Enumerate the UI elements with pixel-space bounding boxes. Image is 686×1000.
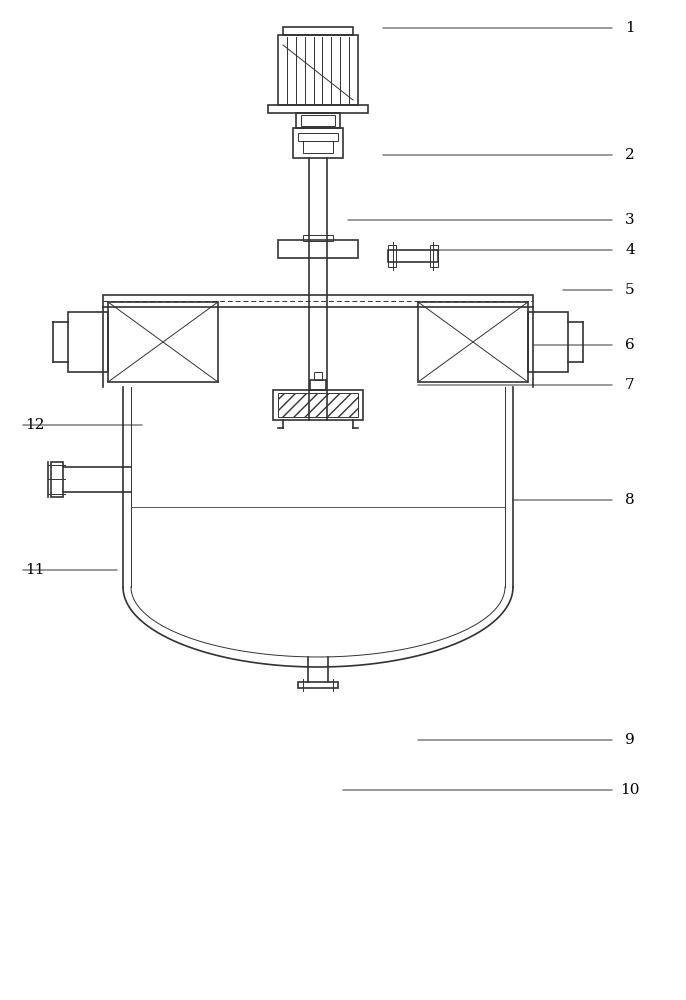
Bar: [298, 682, 338, 688]
Bar: [310, 380, 326, 390]
Bar: [418, 302, 528, 382]
Bar: [51, 462, 63, 497]
Text: 3: 3: [625, 213, 635, 227]
Bar: [388, 245, 396, 267]
Text: 4: 4: [625, 243, 635, 257]
Bar: [68, 312, 108, 372]
Bar: [268, 105, 368, 113]
Text: 8: 8: [625, 493, 635, 507]
Text: 1: 1: [625, 21, 635, 35]
Bar: [278, 240, 358, 258]
Bar: [283, 27, 353, 35]
Text: 7: 7: [625, 378, 635, 392]
Bar: [108, 302, 218, 382]
Bar: [298, 133, 338, 141]
Bar: [278, 393, 358, 417]
Bar: [273, 390, 363, 420]
Bar: [430, 245, 438, 267]
Text: 10: 10: [620, 783, 640, 797]
Bar: [303, 141, 333, 153]
Text: 12: 12: [25, 418, 45, 432]
Bar: [303, 235, 333, 241]
Text: 6: 6: [625, 338, 635, 352]
Bar: [296, 113, 340, 128]
Text: 9: 9: [625, 733, 635, 747]
Bar: [278, 35, 358, 105]
Bar: [388, 250, 438, 262]
Text: 11: 11: [25, 563, 45, 577]
Text: 5: 5: [625, 283, 635, 297]
Text: 2: 2: [625, 148, 635, 162]
Bar: [293, 128, 343, 158]
Bar: [301, 115, 335, 126]
Bar: [103, 295, 533, 307]
Bar: [314, 372, 322, 380]
Bar: [528, 312, 568, 372]
